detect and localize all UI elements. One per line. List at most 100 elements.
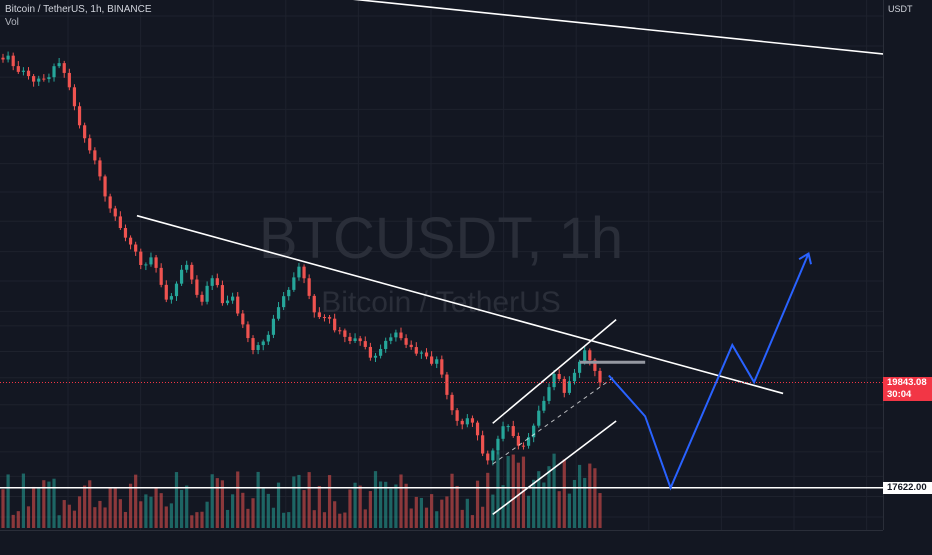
volume-bar xyxy=(598,493,602,528)
volume-bar xyxy=(174,472,179,528)
candle-down xyxy=(368,346,372,358)
volume-bar xyxy=(567,493,571,528)
candle-down xyxy=(409,344,413,348)
candle-down xyxy=(11,55,15,67)
volume-bar xyxy=(220,480,225,528)
candle-down xyxy=(67,72,71,88)
candle-down xyxy=(164,284,168,300)
volume-bar xyxy=(470,515,475,528)
candle-up xyxy=(144,264,148,266)
support-level-badge: 17622.00 xyxy=(883,482,932,494)
candle-up xyxy=(287,289,291,297)
volume-bar xyxy=(37,488,41,528)
candle-up xyxy=(542,400,546,411)
volume-bar xyxy=(266,493,270,528)
volume-bar xyxy=(537,471,541,528)
candle-down xyxy=(598,370,602,383)
candle-down xyxy=(16,66,20,72)
candle-up xyxy=(384,340,388,349)
symbol-title[interactable]: Bitcoin / TetherUS, 1h, BINANCE xyxy=(5,4,152,15)
candle-up xyxy=(491,450,495,461)
volume-bar xyxy=(363,509,367,528)
candle-up xyxy=(205,285,209,302)
candle-up xyxy=(389,337,393,341)
candle-down xyxy=(108,196,112,209)
volume-bar xyxy=(532,479,536,528)
volume-bar xyxy=(588,463,592,528)
volume-bar xyxy=(496,451,500,528)
volume-bar xyxy=(123,511,128,528)
candle-down xyxy=(516,435,520,446)
candle-down xyxy=(486,453,490,461)
volume-bar xyxy=(486,472,490,528)
time-axis[interactable] xyxy=(0,530,883,551)
candle-down xyxy=(62,63,66,73)
price-axis[interactable] xyxy=(883,0,932,530)
volume-bar xyxy=(491,494,495,528)
candle-up xyxy=(435,359,439,364)
volume-bar xyxy=(450,473,454,528)
volume-bar xyxy=(246,508,250,528)
volume-bar xyxy=(338,513,342,528)
volume-legend[interactable]: Vol xyxy=(5,17,19,28)
volume-bar xyxy=(378,481,383,528)
candle-down xyxy=(333,318,337,331)
channel-upper-line xyxy=(492,319,617,424)
volume-bar xyxy=(327,475,332,528)
volume-bar xyxy=(445,496,449,528)
volume-bar xyxy=(481,506,485,528)
candle-up xyxy=(256,345,260,351)
volume-bar xyxy=(394,484,398,528)
candle-down xyxy=(246,324,250,339)
current-price-badge: 19843.08 30:04 xyxy=(883,377,932,401)
volume-bar xyxy=(62,500,66,528)
volume-bar xyxy=(88,480,92,528)
volume-bar xyxy=(511,454,515,528)
volume-bar xyxy=(552,453,556,528)
symbol-legend[interactable]: Bitcoin / TetherUS, 1h, BINANCE Vol xyxy=(5,3,152,29)
volume-bar xyxy=(475,480,480,528)
volume-bar xyxy=(72,510,77,528)
volume-bar xyxy=(1,489,5,528)
candle-down xyxy=(88,138,92,151)
candle-up xyxy=(572,372,577,382)
watermark-name: Bitcoin / TetherUS xyxy=(321,286,561,319)
grid-lines xyxy=(0,0,883,530)
volume-bar xyxy=(506,456,510,528)
candle-down xyxy=(521,445,526,447)
projection-path xyxy=(608,253,810,491)
candle-up xyxy=(419,352,424,354)
candle-up xyxy=(353,338,357,341)
candle-down xyxy=(445,374,449,395)
volume-bar xyxy=(139,501,143,528)
candle-down xyxy=(481,435,485,454)
volume-bar xyxy=(292,476,296,528)
bar-countdown: 30:04 xyxy=(887,389,912,400)
volume-bar xyxy=(134,474,138,528)
volume-bar xyxy=(231,494,235,528)
candle-down xyxy=(424,352,429,357)
candle-up xyxy=(394,332,398,338)
watermark-symbol: BTCUSDT, 1h xyxy=(259,206,623,271)
candle-up xyxy=(52,66,56,78)
volume-bar xyxy=(93,507,97,528)
candle-down xyxy=(103,176,107,197)
candle-up xyxy=(210,278,214,286)
candle-up xyxy=(583,350,587,362)
volume-bar xyxy=(179,489,184,528)
axis-currency-label: USDT xyxy=(888,4,913,14)
candle-down xyxy=(343,330,347,337)
volume-bar xyxy=(11,514,15,528)
candle-down xyxy=(190,264,194,280)
volume-bar xyxy=(440,499,444,528)
candle-down xyxy=(159,267,163,285)
candle-down xyxy=(327,317,332,319)
volume-bar xyxy=(256,471,260,528)
volume-bar xyxy=(205,501,209,528)
volume-bar xyxy=(389,488,393,528)
volume-bar xyxy=(215,478,219,528)
candle-down xyxy=(128,237,133,245)
candle-up xyxy=(373,355,378,358)
